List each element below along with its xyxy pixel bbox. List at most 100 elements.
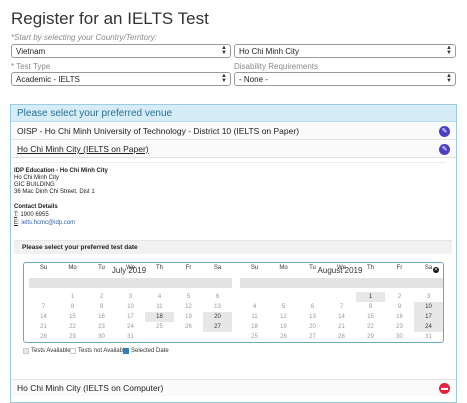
test-type-select[interactable]: Academic - IELTS ▲ ▼ xyxy=(11,72,231,86)
contact-heading: Contact Details xyxy=(14,204,58,210)
calendar-day: 3 xyxy=(426,294,431,300)
select-arrows-icon: ▲ ▼ xyxy=(446,73,452,84)
calendar-day-available[interactable]: 1 xyxy=(356,292,385,302)
venue-panel-title: Please select your preferred venue xyxy=(17,108,173,119)
test-type-label: * Test Type xyxy=(11,62,51,71)
venue-item-oisp[interactable]: OISP - Ho Chi Minh University of Technol… xyxy=(11,123,456,140)
calendar-day: 11 xyxy=(251,314,258,320)
weekday-label: Fr xyxy=(396,265,403,271)
calendar-day: 25 xyxy=(156,324,163,330)
calendar-day: 2 xyxy=(397,294,402,300)
venue-item-label: OISP - Ho Chi Minh University of Technol… xyxy=(17,126,300,136)
calendar-day: 7 xyxy=(41,304,46,310)
weekday-label: Th xyxy=(155,265,163,271)
calendar-day: 5 xyxy=(281,304,286,310)
calendar-day: 16 xyxy=(396,314,403,320)
pencil-icon[interactable]: ✎ xyxy=(439,126,450,137)
calendar-day: 10 xyxy=(127,304,134,310)
legend-selected: Selected Date xyxy=(131,348,169,354)
venue-detail xyxy=(14,162,446,234)
calendar-day-available[interactable]: 18 xyxy=(145,312,174,322)
country-hint: *Start by selecting your Country/Territo… xyxy=(11,33,157,42)
weekday-label: We xyxy=(126,265,135,271)
weekday-label: Mo xyxy=(68,265,77,271)
calendar-day-available[interactable]: 17 xyxy=(414,312,443,322)
calendar-day: 26 xyxy=(280,334,287,340)
test-type-select-value: Academic - IELTS xyxy=(16,75,80,84)
select-arrows-icon: ▲ ▼ xyxy=(446,45,452,56)
calendar-day-available[interactable]: 27 xyxy=(203,322,232,332)
calendar-day: 9 xyxy=(99,304,104,310)
calendar-day: 6 xyxy=(310,304,315,310)
city-select[interactable]: Ho Chi Minh City ▲ ▼ xyxy=(234,44,456,58)
weekday-label: Fr xyxy=(185,265,192,271)
venue-item-label: Ho Chi Minh City (IELTS on Computer) xyxy=(17,383,164,393)
calendar-day: 15 xyxy=(69,314,76,320)
calendar-day-available[interactable]: 10 xyxy=(414,302,443,312)
country-select[interactable]: Vietnam ▲ ▼ xyxy=(11,44,231,58)
venue-item-label: Ho Chi Minh City (IELTS on Paper) xyxy=(17,144,149,154)
calendar-day: 19 xyxy=(185,314,192,320)
calendar-day: 19 xyxy=(280,324,287,330)
legend-not-available: Tests not Available xyxy=(78,348,128,354)
calendar-day: 13 xyxy=(214,304,221,310)
calendar-day: 11 xyxy=(156,304,163,310)
legend-not-available-swatch xyxy=(70,348,76,354)
calendar-day: 3 xyxy=(128,294,133,300)
calendar-month-title: August 2019 xyxy=(317,266,363,275)
calendar-day: 23 xyxy=(98,324,105,330)
calendar-weekday-header xyxy=(240,278,443,288)
chat-icon[interactable]: ▬ xyxy=(439,383,450,394)
venue-item-hcmc-paper[interactable]: Ho Chi Minh City (IELTS on Paper) ✎ xyxy=(11,141,456,158)
calendar-day: 9 xyxy=(397,304,402,310)
weekday-label: Tu xyxy=(309,265,316,271)
venue-address-line3: 36 Mac Dinh Chi Street, Dist 1 xyxy=(14,189,95,195)
close-icon[interactable]: ✕ xyxy=(433,267,439,273)
calendar-day: 21 xyxy=(40,324,47,330)
weekday-label: Sa xyxy=(213,265,222,271)
weekday-label: Su xyxy=(250,265,259,271)
calendar-day: 29 xyxy=(69,334,76,340)
calendar-day: 27 xyxy=(309,334,316,340)
calendar-day: 5 xyxy=(186,294,191,300)
calendar-day: 29 xyxy=(367,334,374,340)
contact-email: E: ielts.hcmc@idp.com xyxy=(14,220,75,226)
weekday-label: Tu xyxy=(98,265,105,271)
calendar-day: 23 xyxy=(396,324,403,330)
calendar-day: 30 xyxy=(396,334,403,340)
calendar-day: 26 xyxy=(185,324,192,330)
date-picker: July 2019 August 2019 ✕ Su Mo Tu We Th Fr Sa 1 2… xyxy=(23,262,444,343)
calendar-day: 4 xyxy=(157,294,162,300)
venue-address-line2: GIC BUILDING xyxy=(14,182,55,188)
weekday-label: Sa xyxy=(424,265,433,271)
pencil-icon[interactable]: ✎ xyxy=(439,144,450,155)
calendar-day-available[interactable]: 20 xyxy=(203,312,232,322)
calendar-day: 21 xyxy=(338,324,345,330)
calendar-day: 17 xyxy=(127,314,134,320)
calendar-day: 31 xyxy=(425,334,432,340)
calendar-day: 13 xyxy=(309,314,316,320)
city-select-value: Ho Chi Minh City xyxy=(239,47,300,56)
select-arrows-icon: ▲ ▼ xyxy=(221,73,227,84)
calendar-weekday-header xyxy=(29,278,232,288)
calendar-day: 4 xyxy=(252,304,257,310)
calendar-day: 22 xyxy=(367,324,374,330)
calendar-day: 8 xyxy=(368,304,373,310)
disability-select[interactable]: - None - ▲ ▼ xyxy=(234,72,456,86)
email-value[interactable]: : ielts.hcmc@idp.com xyxy=(18,220,76,226)
weekday-label: Th xyxy=(366,265,374,271)
calendar-day: 16 xyxy=(98,314,105,320)
venue-panel-header: Please select your preferred venue xyxy=(11,105,456,122)
contact-phone: T: 1900 6955 xyxy=(14,212,49,218)
legend-selected-swatch xyxy=(123,348,129,354)
weekday-label: We xyxy=(337,265,346,271)
legend-available: Tests Available xyxy=(31,348,71,354)
calendar-day-available[interactable]: 24 xyxy=(414,322,443,332)
calendar-day: 18 xyxy=(251,324,258,330)
calendar-day: 14 xyxy=(338,314,345,320)
calendar-day: 25 xyxy=(251,334,258,340)
venue-item-hcmc-computer[interactable]: Ho Chi Minh City (IELTS on Computer) ▬ xyxy=(11,379,456,396)
calendar-day: 28 xyxy=(338,334,345,340)
country-select-value: Vietnam xyxy=(16,47,46,56)
calendar-day: 6 xyxy=(215,294,220,300)
